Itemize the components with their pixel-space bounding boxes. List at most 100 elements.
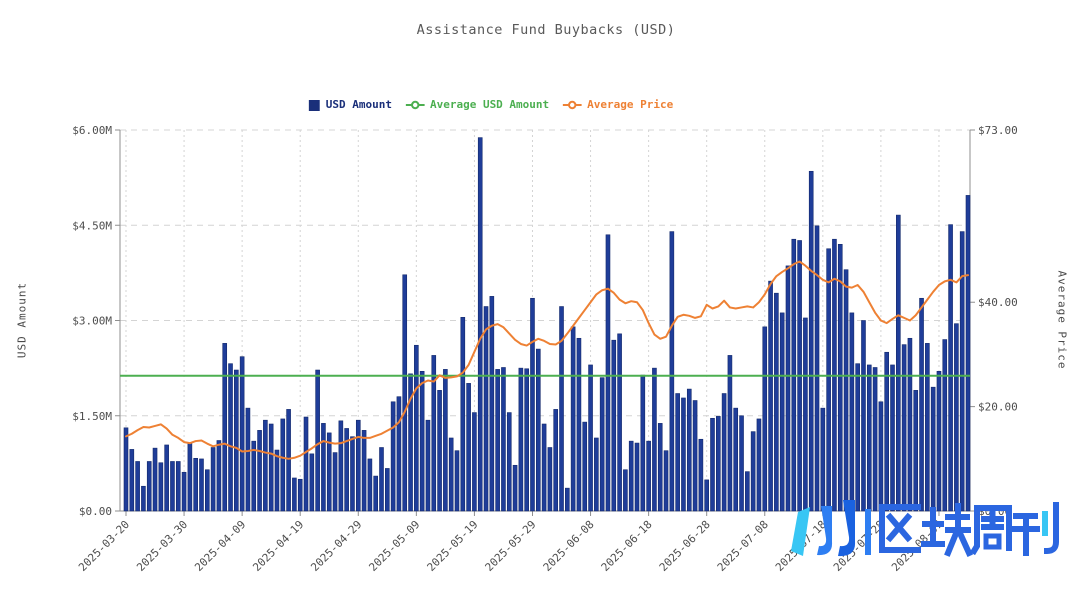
bar-usd-amount[interactable] — [321, 423, 326, 512]
bar-usd-amount[interactable] — [205, 469, 210, 512]
bar-usd-amount[interactable] — [599, 377, 605, 512]
bar-usd-amount[interactable] — [692, 400, 698, 512]
bar-usd-amount[interactable] — [390, 401, 396, 512]
bar-usd-amount[interactable] — [954, 323, 959, 512]
bar-usd-amount[interactable] — [338, 420, 344, 512]
bar-usd-amount[interactable] — [646, 440, 651, 512]
bar-usd-amount[interactable] — [530, 297, 535, 512]
bar-usd-amount[interactable] — [675, 393, 680, 512]
bar-usd-amount[interactable] — [367, 458, 373, 512]
legend-item-average-usd-amount[interactable]: Average USD Amount — [405, 98, 549, 111]
bar-usd-amount[interactable] — [303, 416, 309, 512]
bar-usd-amount[interactable] — [814, 225, 820, 512]
bar-usd-amount[interactable] — [582, 421, 588, 512]
bar-usd-amount[interactable] — [158, 462, 164, 512]
bar-usd-amount[interactable] — [594, 437, 599, 512]
bar-usd-amount[interactable] — [884, 351, 890, 512]
bar-usd-amount[interactable] — [576, 337, 582, 512]
bar-usd-amount[interactable] — [878, 401, 884, 512]
bar-usd-amount[interactable] — [454, 450, 460, 512]
bar-usd-amount[interactable] — [477, 137, 483, 512]
bar-usd-amount[interactable] — [739, 415, 744, 512]
bar-usd-amount[interactable] — [640, 374, 646, 512]
bar-usd-amount[interactable] — [866, 364, 872, 512]
bar-usd-amount[interactable] — [826, 248, 831, 512]
bar-usd-amount[interactable] — [129, 449, 135, 512]
bar-usd-amount[interactable] — [930, 386, 936, 512]
bar-usd-amount[interactable] — [913, 390, 919, 512]
bar-usd-amount[interactable] — [175, 461, 181, 512]
bar-usd-amount[interactable] — [146, 461, 152, 512]
bar-usd-amount[interactable] — [681, 397, 686, 512]
bar-usd-amount[interactable] — [460, 317, 466, 512]
bar-usd-amount[interactable] — [547, 447, 553, 512]
bar-usd-amount[interactable] — [326, 432, 332, 512]
bar-usd-amount[interactable] — [721, 393, 727, 512]
bar-usd-amount[interactable] — [669, 231, 675, 512]
bar-usd-amount[interactable] — [779, 312, 785, 512]
bar-usd-amount[interactable] — [936, 370, 942, 512]
bar-usd-amount[interactable] — [535, 348, 541, 512]
bar-usd-amount[interactable] — [408, 373, 413, 512]
bar-usd-amount[interactable] — [135, 461, 140, 512]
bar-usd-amount[interactable] — [896, 214, 901, 512]
bar-usd-amount[interactable] — [605, 234, 611, 512]
bar-usd-amount[interactable] — [837, 244, 843, 512]
bar-usd-amount[interactable] — [466, 383, 471, 512]
bar-usd-amount[interactable] — [506, 412, 512, 512]
bar-usd-amount[interactable] — [570, 326, 576, 512]
bar-usd-amount[interactable] — [152, 447, 158, 512]
bar-usd-amount[interactable] — [698, 438, 704, 512]
bar-usd-amount[interactable] — [472, 412, 477, 512]
legend-item-usd-amount[interactable]: USD Amount — [308, 98, 392, 111]
bar-usd-amount[interactable] — [652, 367, 657, 512]
bar-usd-amount[interactable] — [332, 452, 338, 512]
bar-usd-amount[interactable] — [541, 423, 547, 512]
bar-usd-amount[interactable] — [280, 418, 286, 512]
bar-usd-amount[interactable] — [925, 343, 930, 512]
bar-usd-amount[interactable] — [419, 370, 425, 512]
bar-usd-amount[interactable] — [727, 355, 733, 512]
bar-usd-amount[interactable] — [309, 453, 315, 512]
bar-usd-amount[interactable] — [437, 390, 442, 512]
bar-usd-amount[interactable] — [385, 468, 390, 512]
bar-usd-amount[interactable] — [803, 317, 808, 512]
bar-usd-amount[interactable] — [448, 437, 454, 512]
bar-usd-amount[interactable] — [919, 297, 924, 512]
bar-usd-amount[interactable] — [164, 444, 169, 512]
bar-usd-amount[interactable] — [361, 430, 367, 512]
bar-usd-amount[interactable] — [216, 440, 222, 512]
bar-usd-amount[interactable] — [286, 409, 291, 512]
bar-usd-amount[interactable] — [785, 265, 791, 512]
bar-usd-amount[interactable] — [768, 280, 773, 512]
bar-usd-amount[interactable] — [245, 407, 251, 512]
bar-usd-amount[interactable] — [745, 471, 750, 512]
bar-usd-amount[interactable] — [263, 419, 268, 512]
bar-usd-amount[interactable] — [710, 417, 715, 512]
bar-usd-amount[interactable] — [872, 367, 878, 512]
bar-usd-amount[interactable] — [634, 442, 640, 512]
bar-usd-amount[interactable] — [239, 356, 245, 512]
legend-item-average-price[interactable]: Average Price — [563, 98, 673, 111]
bar-usd-amount[interactable] — [733, 407, 739, 512]
bar-usd-amount[interactable] — [414, 344, 419, 512]
bar-usd-amount[interactable] — [901, 344, 907, 512]
bar-usd-amount[interactable] — [774, 292, 779, 512]
bar-usd-amount[interactable] — [274, 449, 280, 512]
bar-usd-amount[interactable] — [762, 326, 768, 512]
bar-usd-amount[interactable] — [948, 224, 953, 512]
bar-usd-amount[interactable] — [907, 337, 913, 512]
line-average-price[interactable] — [125, 260, 969, 460]
bar-usd-amount[interactable] — [501, 367, 506, 512]
bar-usd-amount[interactable] — [965, 195, 971, 512]
bar-usd-amount[interactable] — [518, 367, 524, 512]
bar-usd-amount[interactable] — [199, 458, 204, 512]
bar-usd-amount[interactable] — [715, 416, 721, 512]
bar-usd-amount[interactable] — [855, 363, 860, 512]
bar-usd-amount[interactable] — [657, 423, 663, 512]
bar-usd-amount[interactable] — [222, 343, 228, 512]
bar-usd-amount[interactable] — [808, 170, 814, 512]
bar-usd-amount[interactable] — [193, 457, 198, 512]
bar-usd-amount[interactable] — [890, 364, 895, 512]
bar-usd-amount[interactable] — [553, 409, 559, 512]
